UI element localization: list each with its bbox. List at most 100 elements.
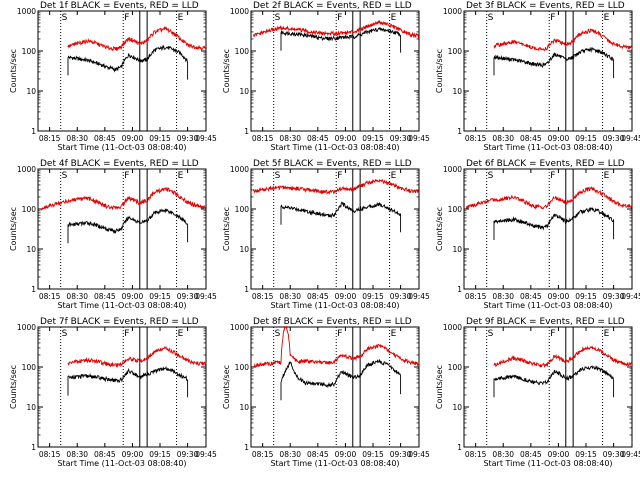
series-events-line	[67, 44, 189, 80]
x-tick-label: 09:00	[335, 292, 357, 301]
panel-title: Det 7f BLACK = Events, RED = LLD	[40, 317, 199, 327]
x-axis-label: Start Time (11-Oct-03 08:08:40)	[270, 301, 399, 310]
marker-label: F	[550, 171, 555, 181]
x-tick-label: 09:15	[362, 292, 384, 301]
x-axis-label: Start Time (11-Oct-03 08:08:40)	[57, 459, 186, 468]
marker-label: S	[62, 329, 68, 339]
x-tick-label: 09:15	[149, 292, 171, 301]
series-lld-line	[253, 325, 420, 368]
panel-2f: Det 2f BLACK = Events, RED = LLD 1 10 100 10…	[222, 1, 430, 152]
y-tick-label: 10	[239, 245, 249, 254]
x-tick-label: 08:15	[252, 134, 274, 143]
y-tick-label: 10	[26, 87, 36, 96]
x-tick-label: 09:00	[122, 134, 144, 143]
y-tick-label: 1	[31, 443, 36, 452]
x-tick-label: 09:15	[149, 134, 171, 143]
x-tick-label: 09:15	[575, 292, 597, 301]
marker-label: E	[178, 329, 184, 339]
y-tick-label: 10	[452, 245, 462, 254]
plot-frame	[37, 10, 207, 132]
x-tick-label: 08:45	[94, 450, 116, 459]
y-tick-label: 100	[235, 47, 250, 56]
x-tick-label: 08:15	[465, 134, 487, 143]
series-events-line	[493, 365, 615, 398]
panel-1f: Det 1f BLACK = Events, RED = LLD 1 10 100 10…	[9, 1, 217, 152]
y-axis-label: Counts/sec	[222, 365, 231, 409]
x-tick-label: 09:45	[408, 134, 430, 143]
x-tick-label: 08:45	[520, 450, 542, 459]
marker-label: E	[391, 171, 397, 181]
y-tick-label: 1000	[17, 7, 36, 16]
x-tick-label: 08:30	[492, 134, 514, 143]
marker-label: S	[62, 171, 68, 181]
x-axis-label: Start Time (11-Oct-03 08:08:40)	[483, 459, 612, 468]
series-events-line	[280, 27, 402, 53]
series-lld-line	[493, 28, 633, 52]
y-tick-label: 10	[239, 403, 249, 412]
x-tick-label: 09:45	[408, 450, 430, 459]
panel-title: Det 8f BLACK = Events, RED = LLD	[253, 317, 412, 327]
panel-title: Det 5f BLACK = Events, RED = LLD	[253, 159, 412, 169]
y-tick-label: 1000	[17, 323, 36, 332]
y-axis-label: Counts/sec	[222, 207, 231, 251]
marker-label: F	[550, 13, 555, 23]
x-tick-label: 09:45	[621, 450, 640, 459]
y-tick-label: 10	[26, 403, 36, 412]
series-events-line	[493, 207, 615, 240]
x-tick-label: 09:30	[603, 450, 625, 459]
x-tick-label: 08:30	[66, 134, 88, 143]
x-tick-label: 09:30	[603, 292, 625, 301]
x-tick-label: 08:15	[39, 450, 61, 459]
panel-4f: Det 4f BLACK = Events, RED = LLD 1 10 100 10…	[9, 159, 217, 310]
x-tick-label: 09:30	[603, 134, 625, 143]
marker-label: E	[604, 329, 610, 339]
panel-title: Det 6f BLACK = Events, RED = LLD	[466, 159, 625, 169]
x-tick-label: 09:15	[149, 450, 171, 459]
marker-label: F	[124, 329, 129, 339]
x-tick-label: 09:00	[548, 450, 570, 459]
x-tick-label: 09:15	[362, 134, 384, 143]
series-events-line	[67, 208, 189, 244]
x-axis-label: Start Time (11-Oct-03 08:08:40)	[483, 143, 612, 152]
x-tick-label: 09:45	[195, 292, 217, 301]
x-tick-label: 09:00	[548, 292, 570, 301]
plot-frame	[463, 10, 633, 132]
panel-title: Det 2f BLACK = Events, RED = LLD	[253, 1, 412, 11]
marker-label: E	[391, 13, 397, 23]
x-tick-label: 08:45	[307, 134, 329, 143]
x-tick-label: 09:00	[335, 450, 357, 459]
y-tick-label: 100	[235, 205, 250, 214]
marker-label: S	[275, 329, 281, 339]
x-tick-label: 08:30	[66, 292, 88, 301]
x-tick-label: 08:30	[279, 292, 301, 301]
marker-label: S	[62, 13, 68, 23]
marker-label: S	[488, 171, 494, 181]
plot-frame	[37, 168, 207, 290]
y-tick-label: 1000	[443, 323, 462, 332]
series-events-line	[280, 358, 402, 401]
panel-title: Det 3f BLACK = Events, RED = LLD	[466, 1, 625, 11]
panel-3f: Det 3f BLACK = Events, RED = LLD 1 10 100 10…	[435, 1, 640, 152]
x-tick-label: 08:15	[465, 292, 487, 301]
y-tick-label: 1	[457, 285, 462, 294]
x-tick-label: 09:45	[621, 292, 640, 301]
y-tick-label: 1000	[230, 165, 249, 174]
marker-label: S	[488, 329, 494, 339]
marker-label: F	[337, 329, 342, 339]
marker-label: E	[178, 171, 184, 181]
x-axis-label: Start Time (11-Oct-03 08:08:40)	[270, 459, 399, 468]
y-tick-label: 1000	[443, 165, 462, 174]
marker-label: S	[275, 13, 281, 23]
plot-frame	[250, 10, 420, 132]
marker-label: E	[604, 13, 610, 23]
y-tick-label: 1	[31, 127, 36, 136]
y-axis-label: Counts/sec	[435, 207, 444, 251]
x-axis-label: Start Time (11-Oct-03 08:08:40)	[270, 143, 399, 152]
x-tick-label: 09:45	[408, 292, 430, 301]
plot-frame	[250, 326, 420, 448]
y-tick-label: 100	[448, 205, 463, 214]
plot-frame	[37, 326, 207, 448]
y-tick-label: 1	[244, 285, 249, 294]
x-tick-label: 08:45	[307, 292, 329, 301]
